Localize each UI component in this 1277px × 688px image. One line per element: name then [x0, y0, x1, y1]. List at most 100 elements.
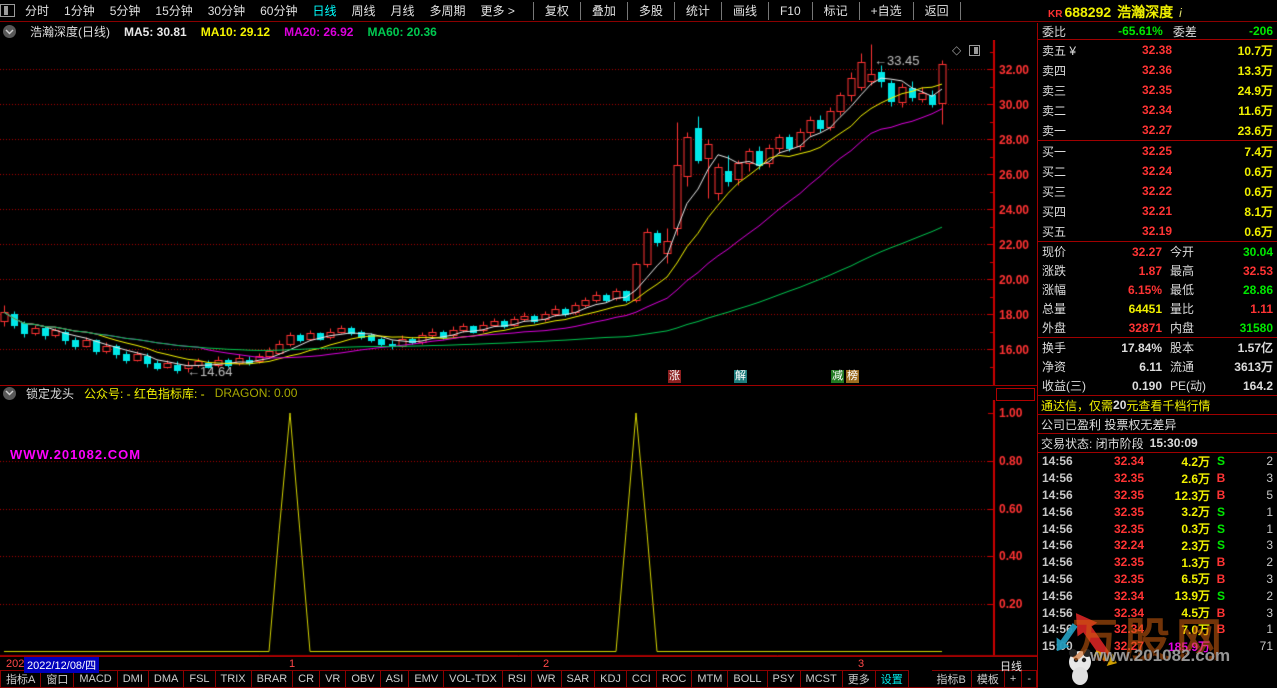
- tab-item-right[interactable]: -: [1022, 670, 1037, 688]
- event-badge[interactable]: 减: [831, 370, 844, 383]
- tab-item[interactable]: MCST: [800, 670, 843, 688]
- indicator-title: 锁定龙头: [26, 386, 75, 401]
- indicator-chart[interactable]: [0, 400, 1037, 656]
- menu-item-period[interactable]: 日线: [312, 4, 337, 18]
- menu-item-period[interactable]: 5分钟: [109, 4, 141, 18]
- menu-item-tool[interactable]: 叠加: [579, 1, 627, 20]
- stat-label: 涨跌: [1042, 264, 1067, 278]
- diamond-icon[interactable]: ◇: [952, 43, 962, 57]
- menu-item-tool[interactable]: 返回: [912, 1, 961, 20]
- tab-item[interactable]: RSI: [502, 670, 533, 688]
- trade-price: 32.35: [1113, 471, 1144, 486]
- book-row[interactable]: 买五 32.19 0.6万: [1038, 221, 1277, 241]
- stat-label: 现价: [1042, 245, 1067, 259]
- stat-value: 32871: [1128, 320, 1162, 335]
- tab-item[interactable]: VOL-TDX: [444, 670, 503, 688]
- split-pane-icon[interactable]: [969, 44, 981, 56]
- book-row[interactable]: 买二 32.24 0.6万: [1038, 161, 1277, 181]
- book-volume: 23.6万: [1237, 123, 1273, 138]
- tab-item[interactable]: FSL: [184, 670, 216, 688]
- trade-volume: 13.9万: [1174, 589, 1210, 604]
- tab-item[interactable]: CR: [293, 670, 321, 688]
- menu-item-period[interactable]: 15分钟: [155, 4, 193, 18]
- candlestick-chart[interactable]: [0, 40, 1037, 385]
- tab-item[interactable]: WR: [532, 670, 562, 688]
- menu-item-tool[interactable]: 统计: [673, 1, 721, 20]
- ad-notice[interactable]: 通达信，仅需 20 元查看千档行情: [1038, 396, 1277, 415]
- tab-item[interactable]: 更多: [842, 670, 876, 688]
- chevron-down-icon[interactable]: [3, 25, 16, 38]
- stat-row: 净资 6.11 流通 3613万: [1038, 357, 1277, 376]
- tab-item-right[interactable]: 指标B: [931, 670, 972, 688]
- tab-item[interactable]: ASI: [380, 670, 410, 688]
- book-row[interactable]: 卖一 32.27 23.6万: [1038, 120, 1277, 140]
- trade-flag: S: [1216, 521, 1225, 536]
- menu-item-tool[interactable]: +自选: [858, 1, 913, 20]
- menu-item-tool[interactable]: 多股: [626, 1, 674, 20]
- weicha-value: -206: [1248, 24, 1274, 38]
- window-layout-icon[interactable]: [0, 4, 15, 17]
- menu-item-period[interactable]: 分时: [25, 4, 50, 18]
- event-badge[interactable]: 榜: [846, 370, 859, 383]
- book-price: 32.19: [1141, 224, 1172, 238]
- trade-count: 3: [1266, 471, 1273, 486]
- tab-settings[interactable]: 设置: [875, 670, 909, 688]
- tab-item[interactable]: DMI: [117, 670, 149, 688]
- book-price: 32.21: [1141, 204, 1172, 218]
- menu-item-period[interactable]: 1分钟: [64, 4, 95, 18]
- tab-item[interactable]: EMV: [409, 670, 445, 688]
- selected-date[interactable]: 2022/12/08/四: [24, 657, 100, 673]
- book-level-label: 卖五 ¥: [1042, 43, 1077, 58]
- menu-item-tool[interactable]: F10: [767, 1, 812, 20]
- tab-item[interactable]: DMA: [148, 670, 185, 688]
- book-row[interactable]: 买四 32.21 8.1万: [1038, 201, 1277, 221]
- book-row[interactable]: 买三 32.22 0.6万: [1038, 181, 1277, 201]
- menu-item-period[interactable]: 30分钟: [207, 4, 246, 18]
- book-row[interactable]: 卖二 32.34 11.6万: [1038, 100, 1277, 120]
- trade-flag: B: [1216, 487, 1226, 502]
- book-row[interactable]: 卖四 32.36 13.3万: [1038, 60, 1277, 80]
- tab-item[interactable]: ROC: [656, 670, 693, 688]
- menu-item-period[interactable]: 更多 >: [480, 4, 515, 18]
- menu-item-period[interactable]: 多周期: [429, 4, 466, 18]
- trade-time: 14:56: [1042, 454, 1073, 469]
- tab-item[interactable]: CCI: [626, 670, 657, 688]
- trade-row: 14:56 32.35 3.2万 S 1: [1038, 503, 1277, 520]
- book-row[interactable]: 卖五 ¥ 32.38 10.7万: [1038, 40, 1277, 60]
- chevron-down-icon[interactable]: [3, 386, 16, 400]
- stock-title: KR 688292 浩瀚深度 i: [1048, 2, 1182, 22]
- stat-row: 现价 32.27 今开 30.04: [1038, 242, 1277, 261]
- trade-count: 71: [1259, 639, 1273, 654]
- trade-price: 32.34: [1113, 605, 1144, 620]
- menu-item-tool[interactable]: 画线: [720, 1, 768, 20]
- menu-item-period[interactable]: 月线: [390, 4, 415, 18]
- trade-price: 32.34: [1113, 454, 1144, 469]
- stat-value: 164.2: [1242, 378, 1273, 393]
- tab-item[interactable]: PSY: [767, 670, 801, 688]
- book-row[interactable]: 买一 32.25 7.4万: [1038, 141, 1277, 161]
- trade-count: 1: [1266, 521, 1273, 536]
- indicator-value: DRAGON: 0.00: [214, 386, 298, 400]
- menu-item-period[interactable]: 周线: [351, 4, 376, 18]
- menu-item-period[interactable]: 60分钟: [260, 4, 298, 18]
- menu-item-tool[interactable]: 复权: [532, 1, 580, 20]
- trade-price: 32.34: [1113, 622, 1144, 637]
- book-row[interactable]: 卖三 32.35 24.9万: [1038, 80, 1277, 100]
- menu-item-tool[interactable]: 标记: [811, 1, 859, 20]
- stat-value: 1.57亿: [1237, 341, 1273, 355]
- tab-item[interactable]: MTM: [692, 670, 729, 688]
- tab-item[interactable]: SAR: [561, 670, 596, 688]
- tab-item[interactable]: TRIX: [215, 670, 252, 688]
- event-badge[interactable]: 解: [734, 370, 747, 383]
- book-price: 32.35: [1141, 83, 1172, 97]
- tab-item[interactable]: OBV: [346, 670, 381, 688]
- ad-text-pre: 通达信，仅需: [1041, 398, 1114, 413]
- event-badge[interactable]: 涨: [668, 370, 681, 383]
- book-volume: 10.7万: [1237, 43, 1273, 58]
- tab-item[interactable]: KDJ: [595, 670, 627, 688]
- tab-item[interactable]: BRAR: [251, 670, 294, 688]
- info-icon[interactable]: i: [1179, 6, 1182, 20]
- trade-volume: 7.0万: [1181, 622, 1210, 637]
- tab-item[interactable]: BOLL: [728, 670, 768, 688]
- tab-item[interactable]: VR: [320, 670, 347, 688]
